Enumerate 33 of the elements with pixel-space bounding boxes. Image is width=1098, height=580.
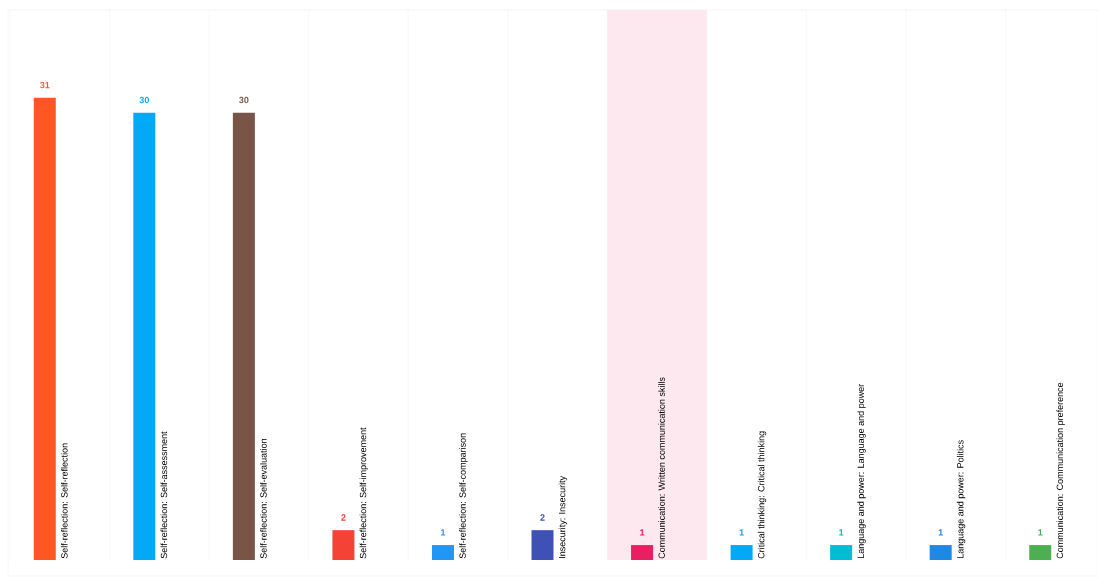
data-label: 1 [441,529,446,536]
bar [33,97,56,560]
data-label: 1 [1038,529,1043,536]
bar [929,545,952,560]
bar [332,530,355,560]
x-tick-label: Self-reflection: Self-reflection [60,443,68,559]
bar [232,112,255,560]
data-label: 30 [139,96,149,104]
bar [830,545,853,560]
data-label: 1 [938,529,943,536]
data-label: 2 [540,514,545,521]
bar [531,530,554,560]
bar [730,545,753,560]
data-label: 30 [239,96,249,104]
data-label: 1 [739,529,744,536]
bar [133,112,156,560]
x-tick-label: Language and power: Language and power [857,384,866,559]
x-tick-label: Critical thinking: Critical thinking [757,431,767,559]
x-tick-label: Communication: Communication preference [1056,382,1065,559]
x-tick-label: Self-reflection: Self-evaluation [260,438,267,559]
bar [431,545,454,560]
data-label: 1 [640,529,645,536]
bar [631,545,654,560]
x-tick-label: Communication: Written communication skills [658,377,665,559]
x-tick-label: Self-reflection: Self-improvement [359,427,368,559]
x-tick-label: Self-reflection: Self-assessment [160,431,168,559]
x-tick-label: Insecurity: Insecurity [558,475,568,558]
x-tick-label: Self-reflection: Self-comparison [459,433,468,559]
data-label: 1 [839,529,844,536]
data-label: 31 [39,81,50,89]
data-label: 2 [341,514,346,521]
bar [1029,545,1052,560]
x-tick-label: Language and power: Politics [956,440,966,559]
